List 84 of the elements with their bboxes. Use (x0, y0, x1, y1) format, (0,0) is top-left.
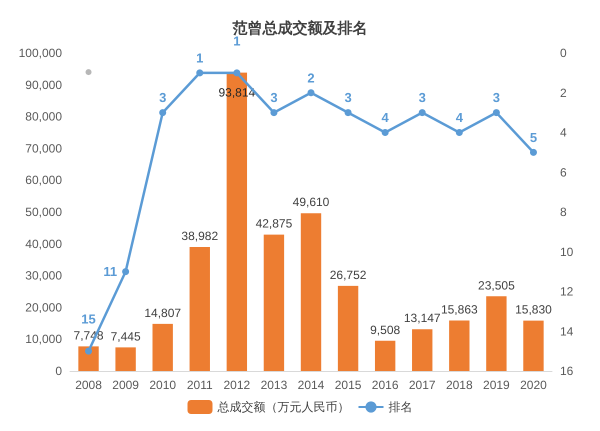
x-tick-label: 2011 (186, 378, 213, 392)
y-tick-label: 90,000 (25, 78, 62, 92)
point (233, 69, 240, 76)
bar (190, 247, 210, 371)
y-tick-label: 20,000 (25, 300, 62, 314)
legend-label: 排名 (388, 400, 412, 414)
data-label: 3 (344, 90, 352, 106)
data-label: 49,610 (292, 195, 330, 210)
x-tick-label: 2013 (260, 378, 288, 392)
data-label: 38,982 (181, 229, 218, 244)
x-tick-label: 2016 (372, 378, 399, 392)
x-tick-label: 2017 (408, 378, 436, 392)
legend-label: 总成交额（万元人民币） (216, 400, 350, 414)
x-tick-label: 2010 (149, 378, 176, 392)
data-label: 11 (103, 264, 118, 280)
point (418, 109, 426, 116)
y-tick-label: 40,000 (25, 236, 62, 251)
data-label: 4 (456, 110, 464, 125)
x-tick-label: 2008 (75, 378, 102, 392)
point (492, 109, 500, 116)
y-tick-label: 0 (55, 364, 62, 378)
data-label: 26,752 (330, 268, 367, 282)
y2-tick-label: 14 (560, 324, 574, 338)
data-label: 2 (307, 70, 315, 86)
x-tick-label: 2019 (483, 378, 510, 392)
y-tick-label: 10,000 (25, 332, 62, 346)
y-tick-label: 30,000 (25, 268, 62, 283)
data-label: 15,863 (440, 302, 478, 317)
point (85, 348, 92, 355)
data-label: 9,508 (370, 322, 400, 337)
bar (115, 347, 136, 371)
bar (264, 234, 284, 371)
data-label: 13,147 (404, 311, 441, 326)
y-tick-label: 50,000 (25, 205, 62, 219)
y2-tick-label: 12 (560, 284, 574, 298)
x-tick-label: 2014 (298, 378, 325, 392)
y-tick-label: 70,000 (25, 141, 62, 156)
chart-title: 范曾总成交额及排名 (232, 19, 368, 37)
data-label: 1 (196, 50, 204, 66)
data-label: 3 (418, 90, 426, 106)
data-label: 7,445 (110, 329, 141, 344)
bar (374, 340, 396, 371)
data-label: 42,875 (256, 216, 293, 231)
bar (300, 213, 322, 371)
y2-tick-label: 16 (560, 364, 574, 378)
x-tick-label: 2009 (112, 378, 140, 392)
data-label: 3 (492, 90, 500, 106)
point (308, 89, 314, 96)
data-label: 4 (382, 110, 390, 125)
bar (523, 320, 544, 371)
y2-tick-label: 10 (560, 244, 574, 259)
y-tick-label: 80,000 (25, 110, 62, 124)
data-label: 3 (159, 90, 166, 106)
point (344, 109, 352, 116)
point (159, 109, 166, 116)
point (122, 268, 130, 276)
point (270, 109, 278, 116)
y2-tick-label: 4 (560, 126, 567, 140)
y2-tick-label: 6 (560, 165, 567, 180)
y-tick-label: 100,000 (18, 46, 62, 60)
y2-tick-label: 0 (560, 46, 567, 60)
data-label: 15 (81, 312, 96, 327)
x-tick-label: 2012 (223, 378, 251, 392)
bar (412, 329, 432, 371)
bar (78, 346, 99, 371)
y2-tick-label: 8 (560, 205, 567, 219)
data-label: 23,505 (478, 278, 516, 292)
x-tick-label: 2015 (334, 378, 362, 392)
point (196, 69, 204, 76)
data-label: 14,807 (144, 306, 182, 320)
x-tick-label: 2018 (446, 378, 473, 392)
x-tick-label: 2020 (520, 378, 548, 392)
data-label: 15,830 (515, 302, 552, 317)
data-label: 3 (270, 90, 278, 106)
bar (152, 324, 173, 371)
bar (449, 320, 470, 371)
y-tick-label: 60,000 (25, 173, 62, 188)
point (456, 129, 463, 136)
bar (486, 296, 507, 371)
point (382, 129, 389, 136)
y2-tick-label: 2 (560, 86, 567, 100)
data-label: 5 (530, 130, 538, 145)
point (530, 148, 537, 156)
bar (338, 286, 358, 371)
